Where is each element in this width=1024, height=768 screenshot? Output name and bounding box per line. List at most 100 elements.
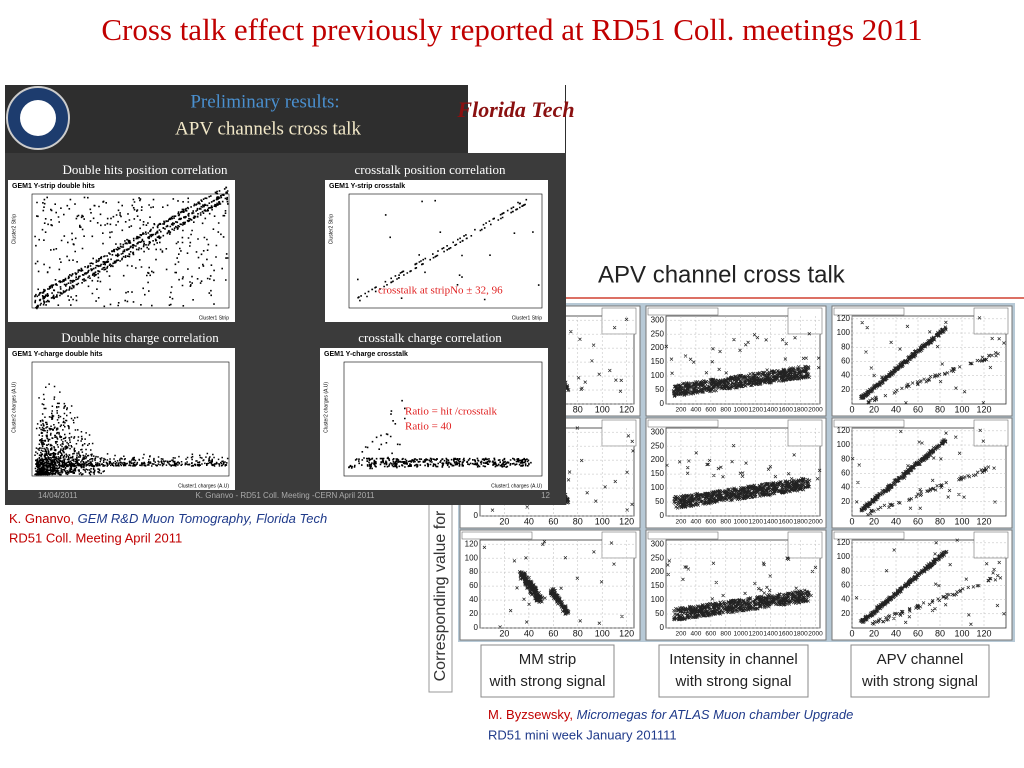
left-plot: crosstalk position correlation GEM1 Y-str… — [325, 162, 548, 322]
stats-box — [973, 531, 1009, 559]
scatter-marks — [665, 443, 822, 510]
y-tick-label: 40 — [841, 595, 850, 604]
x-tick-label: 60 — [913, 404, 923, 414]
y-tick-label: 50 — [655, 385, 664, 394]
title-box — [833, 531, 905, 540]
y-tick-label: 50 — [655, 497, 664, 506]
annotation: crosstalk at stripNo ± 32, 96 — [378, 285, 503, 297]
caption-line: Intensity in channel — [669, 651, 797, 668]
x-tick-label: 40 — [891, 404, 901, 414]
header-line: APV channels cross talk — [175, 118, 361, 139]
y-tick-label: 80 — [469, 567, 478, 576]
caption-line: K. Gnanvo, GEM R&D Muon Tomography, Flor… — [9, 511, 327, 526]
stats-box — [787, 531, 823, 559]
title-box — [833, 419, 905, 428]
x-tick-label: 120 — [976, 516, 991, 526]
stats-box — [973, 419, 1009, 447]
stats-box — [973, 307, 1009, 335]
x-tick-label: 1000 — [734, 519, 749, 526]
scatter-marks — [666, 556, 818, 622]
caption-line: MM strip — [519, 651, 577, 668]
footer-text: 12 — [541, 491, 550, 500]
x-tick-label: 1800 — [793, 631, 808, 638]
y-tick-label: 20 — [469, 609, 478, 618]
x-tick-label: 1200 — [748, 631, 763, 638]
x-tick-label: 600 — [705, 519, 716, 526]
x-tick-label: 100 — [954, 516, 969, 526]
logo-text: Florida Tech — [456, 97, 574, 122]
x-tick-label: 200 — [676, 519, 687, 526]
x-tick-label: 1200 — [748, 407, 763, 414]
x-tick-label: 40 — [891, 516, 901, 526]
y-tick-label: 120 — [837, 314, 851, 323]
x-tick-label: 80 — [935, 628, 945, 638]
panel-heading: crosstalk charge correlation — [358, 330, 502, 345]
x-label: Cluster1 Strip — [512, 315, 543, 321]
y-tick-label: 100 — [837, 552, 851, 561]
x-tick-label: 1400 — [763, 407, 778, 414]
title-box — [461, 531, 533, 540]
caption-line: with strong signal — [675, 673, 792, 690]
stats-box — [601, 531, 637, 559]
apv-plot: 0 20 40 60 80 100 120 20 40 60 80 100 120 — [831, 305, 1013, 417]
plot-bg — [8, 180, 235, 322]
scatter-marks — [850, 428, 997, 517]
x-label: Cluster1 charges (A.U) — [491, 483, 542, 489]
plot-title: GEM1 Y-charge crosstalk — [324, 351, 408, 358]
x-tick-label: 20 — [499, 628, 509, 638]
panel-heading: Double hits position correlation — [62, 162, 228, 177]
y-tick-label: 60 — [841, 357, 850, 366]
work: Micromegas for ATLAS Muon chamber Upgrad… — [577, 707, 854, 722]
plot-bg — [325, 180, 548, 322]
y-tick-label: 100 — [837, 328, 851, 337]
x-tick-label: 1000 — [734, 631, 749, 638]
caption-line: M. Byzsewsky, Micromegas for ATLAS Muon … — [488, 707, 853, 722]
x-tick-label: 800 — [720, 631, 731, 638]
y-tick-label: 0 — [660, 399, 665, 408]
x-tick-label: 400 — [690, 519, 701, 526]
y-tick-label: 60 — [841, 469, 850, 478]
left-caption: K. Gnanvo, GEM R&D Muon Tomography, Flor… — [9, 511, 327, 545]
y-tick-label: 0 — [474, 511, 479, 520]
footer-text: K. Gnanvo - RD51 Coll. Meeting -CERN Apr… — [195, 491, 375, 500]
x-label: Cluster1 Strip — [199, 315, 230, 321]
x-tick-label: 600 — [705, 631, 716, 638]
y-tick-label: 150 — [651, 581, 665, 590]
x-tick-label: 100 — [595, 628, 610, 638]
stats-box — [601, 307, 637, 335]
x-tick-label: 1600 — [778, 631, 793, 638]
title-box — [647, 531, 719, 540]
right-heading: APV channel cross talk — [598, 261, 846, 288]
apv-plot: 0 20 40 60 80 100 120 20 40 60 80 100 120 — [831, 417, 1013, 529]
y-tick-label: 120 — [837, 426, 851, 435]
x-tick-label: 60 — [913, 516, 923, 526]
y-tick-label: 60 — [469, 581, 478, 590]
x-tick-label: 60 — [548, 516, 558, 526]
y-tick-label: 40 — [469, 595, 478, 604]
x-tick-label: 20 — [869, 516, 879, 526]
caption-line: with strong signal — [489, 673, 606, 690]
slide-title: Cross talk effect previously reported at… — [101, 12, 922, 47]
logo-bg — [468, 85, 565, 153]
left-slide: Florida Tech Preliminary results: APV ch… — [5, 85, 575, 505]
x-tick-label: 1400 — [763, 631, 778, 638]
x-tick-label: 200 — [676, 631, 687, 638]
y-tick-label: 300 — [651, 427, 665, 436]
plot-title: GEM1 Y-charge double hits — [12, 351, 103, 358]
x-tick-label: 80 — [935, 516, 945, 526]
x-tick-label: 1600 — [778, 519, 793, 526]
x-tick-label: 100 — [954, 404, 969, 414]
y-tick-label: 300 — [651, 315, 665, 324]
x-tick-label: 100 — [595, 516, 610, 526]
y-tick-label: 100 — [651, 483, 665, 492]
x-tick-label: 0 — [849, 404, 854, 414]
left-plot: crosstalk charge correlation GEM1 Y-charg… — [320, 330, 548, 490]
x-tick-label: 0 — [849, 628, 854, 638]
x-tick-label: 1600 — [778, 407, 793, 414]
y-tick-label: 40 — [841, 371, 850, 380]
y-tick-label: 100 — [465, 553, 479, 562]
y-tick-label: 60 — [841, 581, 850, 590]
x-tick-label: 120 — [619, 516, 634, 526]
x-tick-label: 0 — [849, 516, 854, 526]
